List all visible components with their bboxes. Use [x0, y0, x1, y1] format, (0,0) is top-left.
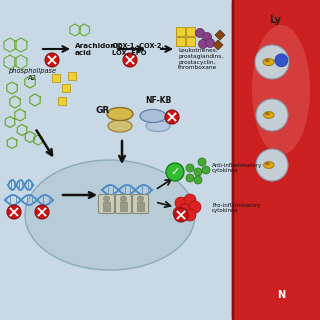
Circle shape	[196, 28, 204, 37]
Circle shape	[184, 209, 196, 221]
Circle shape	[255, 45, 289, 79]
Circle shape	[45, 53, 59, 67]
Circle shape	[256, 99, 288, 131]
Bar	[176, 27, 185, 36]
Circle shape	[103, 196, 109, 202]
Circle shape	[275, 54, 288, 67]
Ellipse shape	[264, 112, 274, 118]
Circle shape	[184, 194, 196, 206]
Bar	[58, 97, 66, 105]
Polygon shape	[215, 30, 225, 40]
Circle shape	[198, 39, 207, 49]
FancyBboxPatch shape	[233, 0, 320, 320]
Circle shape	[7, 205, 21, 219]
FancyBboxPatch shape	[99, 195, 115, 213]
Bar	[176, 37, 185, 46]
Circle shape	[121, 196, 126, 202]
Ellipse shape	[263, 59, 274, 66]
Text: Pro-inflammatory
cytokines: Pro-inflammatory cytokines	[212, 203, 260, 213]
Ellipse shape	[265, 59, 270, 62]
FancyBboxPatch shape	[132, 195, 148, 213]
Text: COX-1, COX-2,
LOX, EPO: COX-1, COX-2, LOX, EPO	[112, 43, 164, 56]
Ellipse shape	[107, 108, 133, 121]
Bar	[186, 27, 195, 36]
Bar	[186, 37, 195, 46]
Ellipse shape	[140, 109, 166, 123]
Circle shape	[173, 207, 185, 219]
Circle shape	[186, 174, 194, 182]
Text: Anti-inflammatory
cytokines: Anti-inflammatory cytokines	[212, 163, 262, 173]
Text: NF-KB: NF-KB	[145, 96, 171, 105]
Circle shape	[203, 33, 212, 42]
Ellipse shape	[265, 112, 270, 115]
FancyBboxPatch shape	[116, 195, 132, 213]
Text: GR: GR	[96, 106, 110, 115]
Circle shape	[174, 208, 188, 222]
Bar	[52, 74, 60, 82]
Text: Arachidonic
acid: Arachidonic acid	[75, 43, 123, 56]
Circle shape	[186, 164, 194, 172]
Ellipse shape	[108, 120, 132, 132]
Circle shape	[179, 204, 191, 216]
Bar	[68, 72, 76, 80]
Circle shape	[194, 176, 202, 184]
Circle shape	[35, 205, 49, 219]
Bar	[120, 202, 127, 211]
Circle shape	[175, 197, 187, 209]
Bar	[137, 202, 144, 211]
Ellipse shape	[25, 160, 195, 270]
Circle shape	[198, 158, 206, 166]
Ellipse shape	[265, 162, 270, 165]
Text: N: N	[277, 290, 285, 300]
Polygon shape	[213, 40, 223, 50]
Circle shape	[166, 163, 184, 181]
Ellipse shape	[252, 25, 310, 155]
Circle shape	[189, 201, 201, 213]
Ellipse shape	[264, 162, 274, 168]
Text: phospholipase
A2: phospholipase A2	[8, 68, 56, 81]
Text: ✓: ✓	[170, 167, 180, 177]
Ellipse shape	[146, 121, 170, 132]
Circle shape	[123, 53, 137, 67]
Bar	[103, 202, 110, 211]
Circle shape	[165, 110, 179, 124]
Text: Ly: Ly	[269, 15, 281, 25]
Bar	[62, 84, 70, 92]
FancyBboxPatch shape	[0, 0, 241, 320]
Circle shape	[256, 149, 288, 181]
Circle shape	[202, 166, 210, 174]
Circle shape	[205, 38, 214, 47]
Circle shape	[194, 168, 202, 176]
Circle shape	[138, 196, 143, 202]
Text: Leukotrienes,
prostaglandins,
prostacyclin,
thromboxane: Leukotrienes, prostaglandins, prostacycl…	[178, 48, 223, 70]
